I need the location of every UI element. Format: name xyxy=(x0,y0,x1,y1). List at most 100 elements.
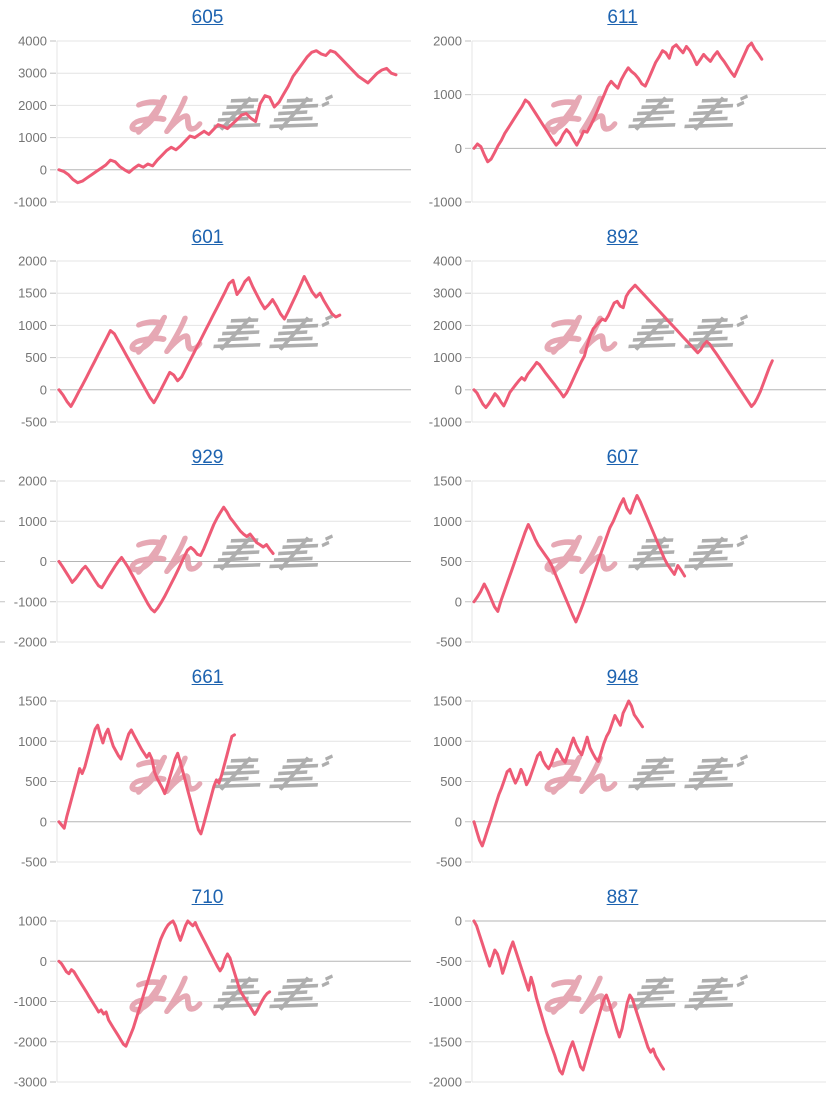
chart-cell: 887 0 -500 -1000 -1500 -2000 xyxy=(415,880,830,1100)
chart-cell: 607 1500 1000 500 0 -500 xyxy=(415,440,830,660)
watermark-logo xyxy=(546,316,747,352)
chart-title-link[interactable]: 929 xyxy=(191,447,224,468)
y-axis-label: 0 xyxy=(40,382,47,397)
y-axis-label: 1000 xyxy=(18,734,47,749)
data-series-line xyxy=(472,41,764,164)
y-axis-label: 0 xyxy=(40,814,47,829)
data-series-line xyxy=(57,49,398,185)
y-axis-label: -2000 xyxy=(14,635,47,650)
watermark-logo xyxy=(546,96,747,132)
y-axis-label: -1000 xyxy=(429,195,462,210)
chart-cell: 892 4000 3000 2000 1000 0 -1000 xyxy=(415,220,830,440)
watermark-logo xyxy=(131,536,332,572)
y-axis-label: 500 xyxy=(440,774,462,789)
data-series-line xyxy=(472,283,774,409)
y-axis-label: -500 xyxy=(21,415,47,430)
data-series-line xyxy=(472,494,687,624)
y-axis-label: -1000 xyxy=(429,994,462,1009)
y-axis-label: -500 xyxy=(21,855,47,870)
watermark-logo xyxy=(131,96,332,132)
line-chart: 0 -500 -1000 -1500 -2000 xyxy=(429,914,826,1090)
line-chart: 1500 1000 500 0 -500 xyxy=(433,474,826,650)
y-axis-label: 0 xyxy=(40,162,47,177)
y-axis-label: 1500 xyxy=(433,694,462,709)
data-series-line xyxy=(57,275,342,408)
chart-cell: 611 2000 1000 0 -1000 xyxy=(415,0,830,220)
data-series-line xyxy=(472,699,644,848)
y-axis-label: 1500 xyxy=(18,694,47,709)
y-axis-label: 2000 xyxy=(18,254,47,269)
chart-title-link[interactable]: 948 xyxy=(606,667,639,688)
y-axis-label: 1500 xyxy=(18,286,47,301)
y-axis-label: 1000 xyxy=(433,350,462,365)
y-axis-label: 2000 xyxy=(433,318,462,333)
chart-cell: 661 1500 1000 500 0 -500 xyxy=(0,660,415,880)
watermark-logo xyxy=(546,976,747,1012)
line-chart: 2000 1000 0 -1000 xyxy=(429,34,826,210)
chart-cell: 710 1000 0 -1000 -2000 -3000 xyxy=(0,880,415,1100)
chart-title-link[interactable]: 892 xyxy=(606,227,639,248)
y-axis-label: -500 xyxy=(436,954,462,969)
y-axis-label: 3000 xyxy=(18,66,47,81)
data-series-line xyxy=(57,505,275,614)
y-axis-label: 4000 xyxy=(433,254,462,269)
y-axis-label: 500 xyxy=(25,350,47,365)
watermark-logo xyxy=(546,536,747,572)
watermark-logo xyxy=(131,316,332,352)
y-axis-label: 1000 xyxy=(18,318,47,333)
y-axis-label: -2000 xyxy=(14,1034,47,1049)
chart-title-link[interactable]: 661 xyxy=(191,667,224,688)
line-chart: 4000 3000 2000 1000 0 -1000 xyxy=(429,254,826,430)
chart-cell: 948 1500 1000 500 0 -500 xyxy=(415,660,830,880)
y-axis-label: 3000 xyxy=(433,286,462,301)
y-axis-label: -1000 xyxy=(14,195,47,210)
y-axis-label: 0 xyxy=(455,141,462,156)
data-series-line xyxy=(472,919,665,1076)
line-chart: 2000 1000 0 -1000 -2000 xyxy=(0,474,411,650)
watermark-logo xyxy=(131,976,332,1012)
y-axis-label: -1000 xyxy=(429,415,462,430)
y-axis-label: -3000 xyxy=(14,1075,47,1090)
chart-title-link[interactable]: 710 xyxy=(191,887,224,908)
chart-cell: 601 2000 1500 1000 500 0 -500 xyxy=(0,220,415,440)
y-axis-label: -2000 xyxy=(429,1075,462,1090)
line-chart: 1500 1000 500 0 -500 xyxy=(18,694,411,870)
y-axis-label: 2000 xyxy=(18,98,47,113)
watermark-logo xyxy=(546,756,747,792)
data-series-line xyxy=(57,919,272,1048)
line-chart: 1500 1000 500 0 -500 xyxy=(433,694,826,870)
y-axis-label: 1000 xyxy=(433,87,462,102)
y-axis-label: 0 xyxy=(455,814,462,829)
y-axis-label: 1000 xyxy=(433,734,462,749)
y-axis-label: 1000 xyxy=(18,514,47,529)
y-axis-label: 4000 xyxy=(18,34,47,49)
y-axis-label: -1000 xyxy=(14,994,47,1009)
y-axis-label: -500 xyxy=(436,635,462,650)
data-series-line xyxy=(57,723,236,836)
y-axis-label: -1000 xyxy=(14,594,47,609)
y-axis-label: 0 xyxy=(40,954,47,969)
y-axis-label: 2000 xyxy=(433,34,462,49)
y-axis-label: 500 xyxy=(25,774,47,789)
y-axis-label: 0 xyxy=(455,914,462,929)
y-axis-label: 2000 xyxy=(18,474,47,489)
y-axis-label: 1000 xyxy=(18,914,47,929)
chart-title-link[interactable]: 601 xyxy=(191,227,224,248)
line-chart: 1000 0 -1000 -2000 -3000 xyxy=(14,914,411,1090)
y-axis-label: -500 xyxy=(436,855,462,870)
y-axis-label: 0 xyxy=(455,594,462,609)
y-axis-label: 1500 xyxy=(433,474,462,489)
y-axis-label: 0 xyxy=(40,554,47,569)
y-axis-label: 0 xyxy=(455,382,462,397)
chart-title-link[interactable]: 887 xyxy=(606,887,639,908)
y-axis-label: 1000 xyxy=(18,130,47,145)
line-chart: 4000 3000 2000 1000 0 -1000 xyxy=(14,34,411,210)
chart-title-link[interactable]: 605 xyxy=(191,7,224,28)
y-axis-label: -1500 xyxy=(429,1034,462,1049)
line-chart: 2000 1500 1000 500 0 -500 xyxy=(18,254,411,430)
chart-cell: 605 4000 3000 2000 1000 0 -1000 xyxy=(0,0,415,220)
chart-title-link[interactable]: 607 xyxy=(606,447,639,468)
chart-title-link[interactable]: 611 xyxy=(607,7,638,28)
